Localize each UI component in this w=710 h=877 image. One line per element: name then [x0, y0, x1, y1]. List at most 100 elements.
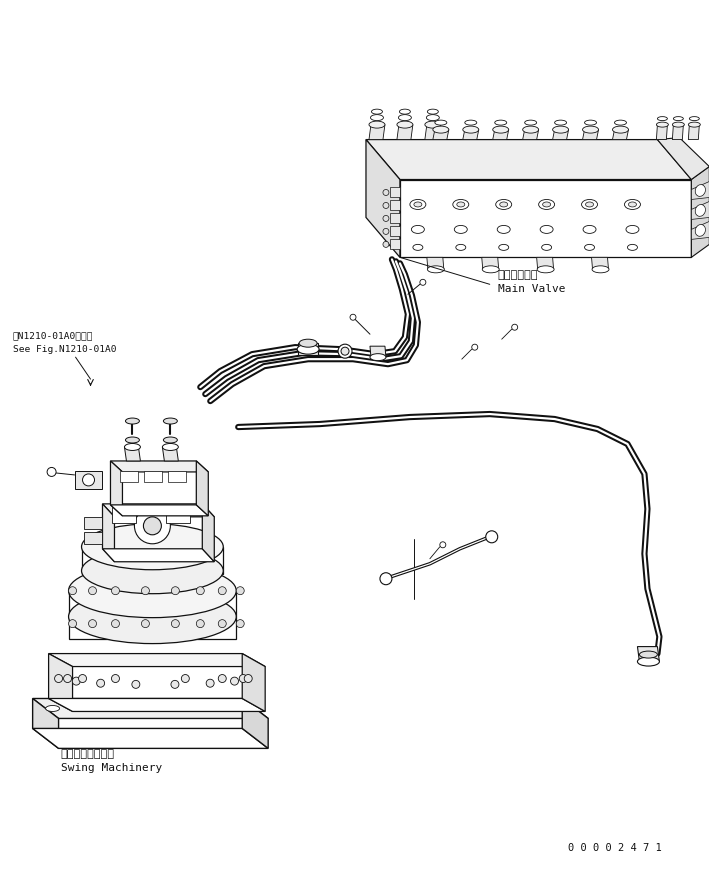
- Polygon shape: [657, 125, 667, 140]
- Ellipse shape: [695, 205, 706, 217]
- Circle shape: [196, 620, 204, 628]
- Circle shape: [111, 587, 119, 595]
- Circle shape: [236, 587, 244, 595]
- Ellipse shape: [500, 203, 508, 208]
- Polygon shape: [369, 125, 385, 140]
- Polygon shape: [202, 504, 214, 562]
- Ellipse shape: [463, 127, 479, 134]
- Circle shape: [69, 587, 77, 595]
- Circle shape: [141, 620, 149, 628]
- Polygon shape: [582, 131, 599, 140]
- Text: Main Valve: Main Valve: [498, 284, 565, 294]
- Polygon shape: [48, 654, 72, 711]
- Polygon shape: [298, 344, 318, 356]
- Polygon shape: [433, 131, 449, 140]
- Ellipse shape: [673, 118, 683, 122]
- Polygon shape: [692, 182, 709, 200]
- Polygon shape: [692, 203, 709, 220]
- Circle shape: [383, 229, 389, 235]
- Circle shape: [383, 242, 389, 248]
- Bar: [144, 472, 163, 482]
- Ellipse shape: [542, 245, 552, 251]
- Polygon shape: [689, 125, 699, 140]
- Circle shape: [338, 345, 352, 359]
- Ellipse shape: [69, 590, 236, 644]
- Ellipse shape: [584, 121, 596, 126]
- Circle shape: [171, 587, 180, 595]
- Ellipse shape: [695, 225, 706, 237]
- Polygon shape: [537, 258, 554, 270]
- Circle shape: [231, 677, 239, 685]
- Polygon shape: [366, 140, 400, 258]
- Polygon shape: [111, 505, 208, 517]
- Circle shape: [69, 620, 77, 628]
- Polygon shape: [370, 346, 386, 358]
- Polygon shape: [672, 125, 683, 140]
- Bar: [166, 507, 190, 524]
- Text: 第N1210-01A0図参照: 第N1210-01A0図参照: [13, 331, 93, 339]
- Ellipse shape: [582, 127, 599, 134]
- Circle shape: [244, 674, 252, 682]
- Circle shape: [512, 324, 518, 331]
- Circle shape: [97, 680, 104, 688]
- Ellipse shape: [540, 226, 553, 234]
- Ellipse shape: [657, 118, 667, 122]
- Ellipse shape: [497, 226, 510, 234]
- Polygon shape: [552, 131, 569, 140]
- Ellipse shape: [369, 122, 385, 129]
- Polygon shape: [366, 140, 692, 181]
- Circle shape: [420, 280, 426, 286]
- Circle shape: [111, 674, 119, 682]
- Circle shape: [181, 674, 190, 682]
- Ellipse shape: [425, 122, 441, 129]
- Ellipse shape: [493, 127, 508, 134]
- Polygon shape: [591, 258, 608, 270]
- Ellipse shape: [613, 127, 628, 134]
- Polygon shape: [493, 131, 508, 140]
- Ellipse shape: [498, 245, 508, 251]
- Ellipse shape: [552, 127, 569, 134]
- Polygon shape: [692, 168, 709, 258]
- Ellipse shape: [82, 524, 223, 570]
- Polygon shape: [390, 214, 400, 225]
- Polygon shape: [390, 201, 400, 211]
- Circle shape: [79, 674, 87, 682]
- Bar: [84, 517, 102, 529]
- Circle shape: [89, 620, 97, 628]
- Ellipse shape: [638, 658, 660, 667]
- Text: See Fig.N1210-01A0: See Fig.N1210-01A0: [13, 345, 116, 353]
- Ellipse shape: [45, 706, 60, 711]
- Polygon shape: [463, 131, 479, 140]
- Circle shape: [64, 674, 72, 682]
- Polygon shape: [242, 699, 268, 749]
- Ellipse shape: [539, 200, 555, 210]
- Circle shape: [111, 620, 119, 628]
- Circle shape: [47, 468, 56, 477]
- Ellipse shape: [583, 226, 596, 234]
- Circle shape: [171, 620, 180, 628]
- Polygon shape: [33, 699, 59, 749]
- Polygon shape: [111, 461, 122, 517]
- Ellipse shape: [371, 116, 383, 122]
- Ellipse shape: [427, 116, 439, 122]
- Circle shape: [89, 587, 97, 595]
- Ellipse shape: [126, 438, 139, 444]
- Ellipse shape: [397, 122, 413, 129]
- Circle shape: [383, 217, 389, 222]
- Circle shape: [383, 203, 389, 210]
- Polygon shape: [692, 222, 709, 240]
- Ellipse shape: [689, 118, 699, 122]
- Circle shape: [341, 348, 349, 356]
- Circle shape: [143, 517, 161, 535]
- Circle shape: [471, 345, 478, 351]
- Ellipse shape: [482, 267, 499, 274]
- Ellipse shape: [427, 110, 438, 115]
- Polygon shape: [657, 139, 709, 181]
- Polygon shape: [75, 472, 102, 489]
- Ellipse shape: [628, 203, 636, 208]
- Ellipse shape: [148, 702, 163, 709]
- Polygon shape: [196, 461, 208, 517]
- Polygon shape: [163, 447, 178, 461]
- Circle shape: [350, 315, 356, 321]
- Ellipse shape: [454, 226, 467, 234]
